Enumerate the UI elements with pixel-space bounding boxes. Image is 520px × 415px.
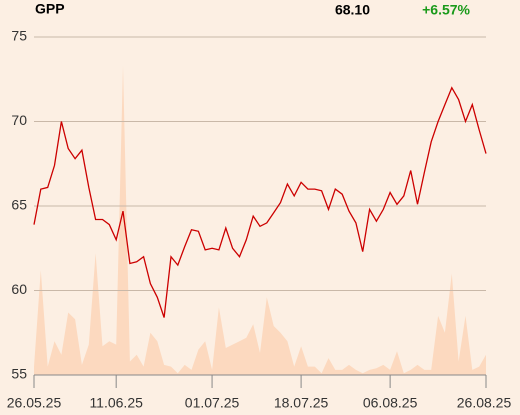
line	[33, 86, 487, 318]
x-tick-label: 01.07.25	[185, 395, 240, 411]
y-tick-label: 55	[11, 366, 27, 382]
y-tick-label: 75	[11, 28, 27, 44]
chart-title: GPP	[35, 1, 65, 17]
x-tick-label: 11.06.25	[89, 395, 143, 411]
x-tick-label: 26.05.25	[7, 395, 62, 411]
change: +6.57%	[422, 2, 470, 18]
y-tick-label: 60	[11, 281, 27, 297]
y-tick-label: 70	[11, 112, 27, 128]
price: 68.10	[335, 2, 370, 18]
x-tick-label: 18.07.25	[274, 395, 329, 411]
x-tick-label: 26.08.25	[457, 395, 512, 411]
x-tick-label: 06.08.25	[363, 395, 418, 411]
y-tick-label: 65	[11, 197, 27, 213]
